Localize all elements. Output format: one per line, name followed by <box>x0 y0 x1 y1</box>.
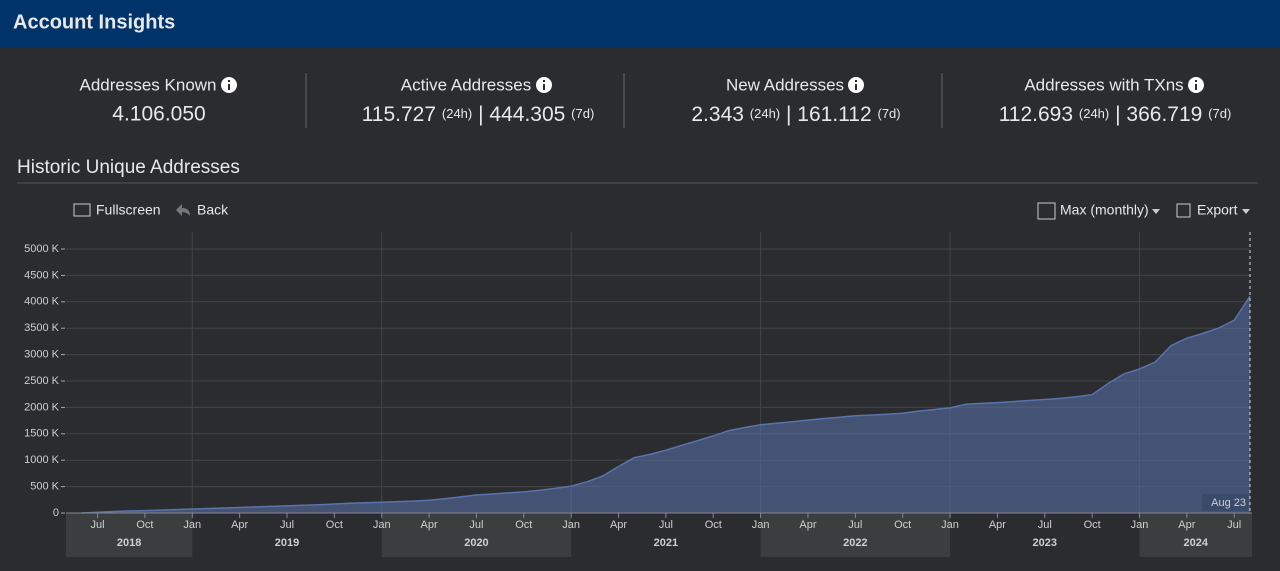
y-tick-label: 3500 K <box>24 322 60 334</box>
year-label: 2021 <box>654 537 678 549</box>
stat-value: 2.343 (24h) | 161.112 (7d) <box>691 103 900 126</box>
x-tick-label: Apr <box>799 519 816 531</box>
y-tick-label: 1000 K <box>24 454 60 466</box>
export-icon[interactable] <box>1176 203 1191 218</box>
y-tick-label: 0 <box>53 507 59 519</box>
export-button[interactable]: Export <box>1197 202 1238 218</box>
plot: 2018 2019 2020 2021 2022 2023 2024 0 500 K 1000 K… <box>24 232 1252 557</box>
x-tick-label: Oct <box>705 519 722 531</box>
label-7d: (7d) <box>878 106 901 121</box>
year-label: 2019 <box>275 537 299 549</box>
x-tick-label: Jan <box>1131 519 1149 531</box>
x-tick-label: Jul <box>469 519 483 531</box>
stat-value: 4.106.050 <box>112 103 205 126</box>
line <box>81 295 1251 514</box>
stat-value: 112.693 (24h) | 366.719 (7d) <box>999 103 1232 126</box>
stat-title: Addresses with TXns <box>1024 75 1183 94</box>
x-tick-label: Apr <box>1178 519 1195 531</box>
x-tick-label: Jan <box>562 519 580 531</box>
year-label: 2024 <box>1184 537 1209 549</box>
x-tick-label: Apr <box>989 519 1006 531</box>
x-tick-label: Jul <box>1227 519 1241 531</box>
y-tick-label: 2000 K <box>24 401 60 413</box>
section-title: Historic Unique Addresses <box>17 157 240 178</box>
back-icon <box>176 204 190 216</box>
x-tick-label: Apr <box>610 519 627 531</box>
separator: | <box>786 103 791 126</box>
x-tick-label: Jul <box>280 519 294 531</box>
x-tick-label: Apr <box>421 519 438 531</box>
value-7d: 444.305 <box>489 103 565 126</box>
x-tick-label: Oct <box>136 519 153 531</box>
separator: | <box>478 103 483 126</box>
stat-title: New Addresses <box>726 75 844 94</box>
value-24h: 2.343 <box>691 103 744 126</box>
x-tick-label: Apr <box>231 519 248 531</box>
year-band <box>381 513 572 557</box>
value-24h: 115.727 <box>362 103 436 126</box>
x-tick-label: Jul <box>91 519 105 531</box>
year-label: 2020 <box>464 537 488 549</box>
y-tick-label: 1500 K <box>24 428 60 440</box>
x-tick-label: Oct <box>515 519 532 531</box>
stat-value: 115.727 (24h) | 444.305 (7d) <box>362 103 595 126</box>
year-band <box>760 513 951 557</box>
fullscreen-button[interactable]: Fullscreen <box>96 202 161 218</box>
year-band <box>66 513 193 557</box>
value-7d: 366.719 <box>1126 103 1202 126</box>
x-tick-label: Jul <box>659 519 673 531</box>
y-tick-label: 2500 K <box>24 375 60 387</box>
annotation-bg <box>1202 494 1248 511</box>
x-tick-label: Jul <box>1038 519 1052 531</box>
label-24h: (24h) <box>442 106 472 121</box>
header-title: Account Insights <box>13 11 175 33</box>
year-label: 2018 <box>117 537 141 549</box>
value-7d: 161.112 <box>797 103 871 126</box>
x-tick-label: Jan <box>941 519 959 531</box>
calendar-icon[interactable] <box>1037 202 1056 220</box>
x-tick-label: Oct <box>1084 519 1101 531</box>
x-tick-label: Oct <box>326 519 343 531</box>
fullscreen-icon[interactable] <box>73 203 91 217</box>
label-7d: (7d) <box>1208 106 1231 121</box>
x-tick-label: Jan <box>183 519 201 531</box>
y-tick-label: 500 K <box>30 481 59 493</box>
stat-title: Addresses Known <box>79 75 216 94</box>
dropdown-caret <box>1242 209 1250 214</box>
back-button: Back <box>197 202 229 218</box>
annotation: Aug 23 <box>1211 497 1246 509</box>
year-band <box>1139 513 1252 557</box>
y-tick-label: 4000 K <box>24 296 60 308</box>
stat-title: Active Addresses <box>401 75 531 94</box>
y-tick-label: 4500 K <box>24 269 60 281</box>
y-tick-label: 5000 K <box>24 243 60 255</box>
area <box>81 296 1251 513</box>
year-label: 2022 <box>843 537 867 549</box>
x-tick-label: Jan <box>752 519 770 531</box>
x-tick-label: Jul <box>848 519 862 531</box>
y-tick-label: 3000 K <box>24 349 60 361</box>
range-select[interactable]: Max (monthly) <box>1060 202 1149 218</box>
year-label: 2023 <box>1033 537 1057 549</box>
x-tick-label: Jan <box>373 519 391 531</box>
separator: | <box>1115 103 1120 126</box>
label-7d: (7d) <box>571 106 594 121</box>
label-24h: (24h) <box>1079 106 1109 121</box>
info-glyphs <box>228 80 1197 90</box>
separators <box>305 73 943 128</box>
label-24h: (24h) <box>750 106 780 121</box>
value-24h: 112.693 <box>999 103 1073 126</box>
dropdown-caret <box>1152 209 1160 214</box>
header-bar <box>0 0 1280 47</box>
x-tick-label: Oct <box>894 519 911 531</box>
